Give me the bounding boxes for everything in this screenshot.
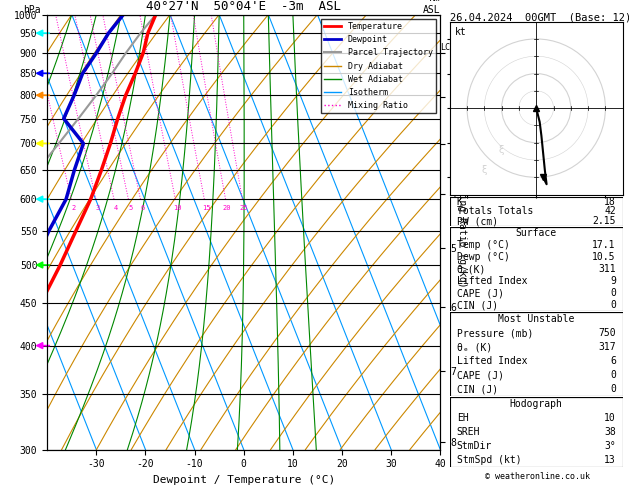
Text: 10: 10 — [604, 413, 616, 423]
Text: 3: 3 — [96, 205, 100, 211]
Text: CAPE (J): CAPE (J) — [457, 370, 504, 380]
Text: Dewp (°C): Dewp (°C) — [457, 252, 509, 262]
Text: 317: 317 — [598, 342, 616, 352]
Text: 17.1: 17.1 — [593, 241, 616, 250]
Text: 15: 15 — [202, 205, 210, 211]
Text: 38: 38 — [604, 427, 616, 437]
Text: 6: 6 — [140, 205, 145, 211]
Text: Pressure (mb): Pressure (mb) — [457, 329, 533, 338]
Y-axis label: Mixing Ratio (g/kg): Mixing Ratio (g/kg) — [457, 176, 467, 288]
Text: Lifted Index: Lifted Index — [457, 276, 527, 286]
Text: 2: 2 — [71, 205, 75, 211]
Text: 20: 20 — [223, 205, 231, 211]
Text: Totals Totals: Totals Totals — [457, 207, 533, 216]
Legend: Temperature, Dewpoint, Parcel Trajectory, Dry Adiabat, Wet Adiabat, Isotherm, Mi: Temperature, Dewpoint, Parcel Trajectory… — [321, 19, 436, 113]
Text: 9: 9 — [610, 276, 616, 286]
Text: 0: 0 — [610, 384, 616, 394]
Text: 13: 13 — [604, 454, 616, 465]
Text: StmSpd (kt): StmSpd (kt) — [457, 454, 521, 465]
Text: 18: 18 — [604, 197, 616, 207]
Text: 5: 5 — [128, 205, 133, 211]
Text: 6: 6 — [610, 356, 616, 366]
Text: CAPE (J): CAPE (J) — [457, 288, 504, 298]
Text: Surface: Surface — [516, 228, 557, 239]
Text: θₑ (K): θₑ (K) — [457, 342, 492, 352]
Text: 10: 10 — [173, 205, 181, 211]
Text: 0: 0 — [610, 300, 616, 310]
Text: 25: 25 — [240, 205, 248, 211]
Text: SREH: SREH — [457, 427, 480, 437]
Text: CIN (J): CIN (J) — [457, 300, 498, 310]
Text: θₑ(K): θₑ(K) — [457, 264, 486, 274]
Text: kt: kt — [455, 27, 467, 37]
Text: 2.15: 2.15 — [593, 216, 616, 226]
Text: © weatheronline.co.uk: © weatheronline.co.uk — [486, 472, 590, 481]
Text: Lifted Index: Lifted Index — [457, 356, 527, 366]
Text: 311: 311 — [598, 264, 616, 274]
Text: 3°: 3° — [604, 441, 616, 451]
Text: Temp (°C): Temp (°C) — [457, 241, 509, 250]
Text: LCL: LCL — [440, 43, 455, 52]
Text: Hodograph: Hodograph — [509, 399, 563, 409]
Text: 42: 42 — [604, 207, 616, 216]
Text: km
ASL: km ASL — [423, 0, 440, 15]
Text: Most Unstable: Most Unstable — [498, 314, 574, 325]
Text: CIN (J): CIN (J) — [457, 384, 498, 394]
Text: 10.5: 10.5 — [593, 252, 616, 262]
Text: 0: 0 — [610, 370, 616, 380]
Text: 4: 4 — [114, 205, 118, 211]
Text: 0: 0 — [610, 288, 616, 298]
Text: StmDir: StmDir — [457, 441, 492, 451]
Text: ξ: ξ — [499, 145, 504, 155]
Text: EH: EH — [457, 413, 469, 423]
X-axis label: Dewpoint / Temperature (°C): Dewpoint / Temperature (°C) — [153, 475, 335, 485]
Text: hPa: hPa — [24, 4, 42, 15]
Text: PW (cm): PW (cm) — [457, 216, 498, 226]
Text: 26.04.2024  00GMT  (Base: 12): 26.04.2024 00GMT (Base: 12) — [450, 12, 629, 22]
Text: ξ: ξ — [482, 165, 487, 175]
Title: 40°27'N  50°04'E  -3m  ASL: 40°27'N 50°04'E -3m ASL — [146, 0, 342, 14]
Text: K: K — [457, 197, 462, 207]
Text: 750: 750 — [598, 329, 616, 338]
